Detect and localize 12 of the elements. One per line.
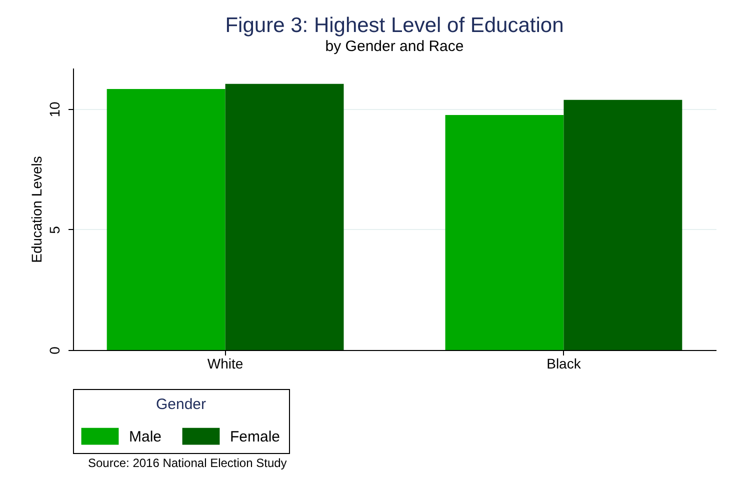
source-note: Source: 2016 National Election Study [88, 456, 287, 470]
legend-title: Gender [156, 396, 206, 413]
legend-label: Male [129, 428, 162, 446]
legend-label: Female [230, 428, 280, 446]
x-tick-label: Black [546, 356, 582, 372]
y-tick-label: 0 [46, 346, 62, 354]
y-tick-label: 10 [46, 101, 62, 118]
chart-subtitle: by Gender and Race [325, 38, 464, 55]
y-axis-title: Education Levels [28, 156, 44, 263]
chart-title: Figure 3: Highest Level of Education [225, 14, 564, 37]
y-tick-label: 5 [46, 226, 62, 234]
x-tick-label: White [207, 356, 244, 372]
